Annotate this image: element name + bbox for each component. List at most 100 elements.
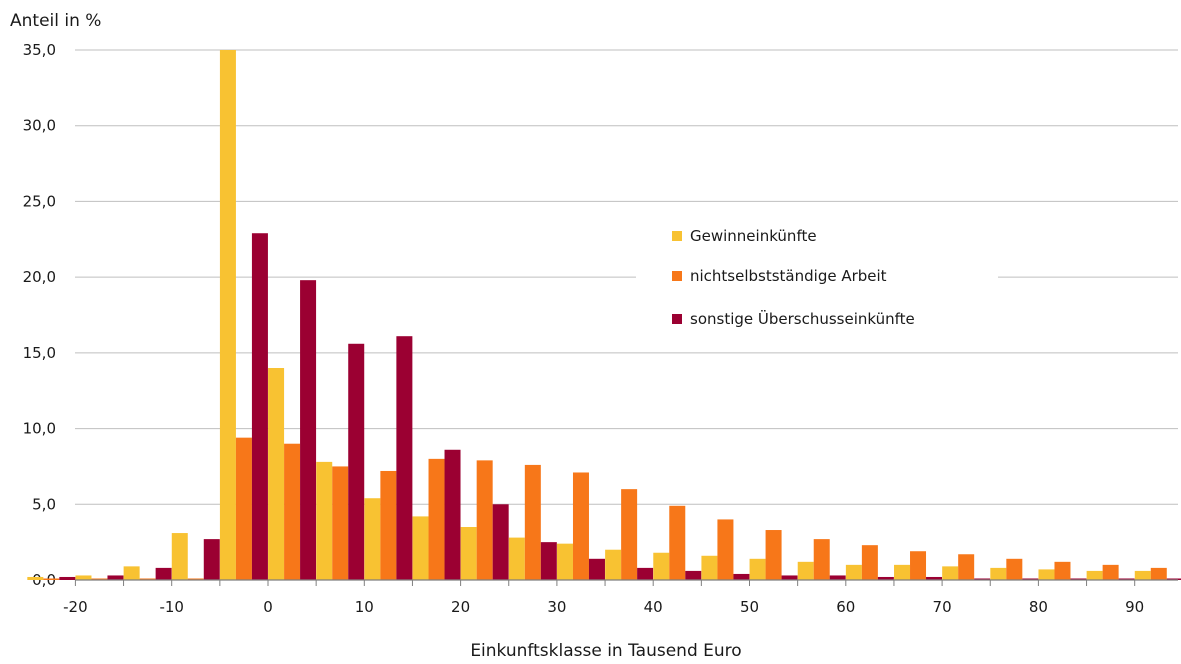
bar (813, 539, 830, 580)
x-tick-label: 40 (644, 598, 663, 616)
bar (669, 505, 686, 580)
bar (797, 561, 814, 580)
bar (396, 336, 413, 580)
x-tick-label: 70 (933, 598, 952, 616)
y-tick-label: 5,0 (32, 495, 56, 513)
x-tick-label: 90 (1125, 598, 1144, 616)
bar (300, 280, 317, 580)
bar (1150, 567, 1167, 580)
bar (139, 578, 156, 580)
bar (59, 576, 76, 580)
bar (829, 575, 846, 580)
bar (235, 437, 252, 580)
bar (942, 566, 959, 580)
legend-label: sonstige Überschusseinkünfte (690, 309, 915, 328)
bar (380, 470, 397, 580)
bar (845, 564, 862, 580)
bars (27, 50, 1181, 580)
bar (877, 576, 894, 580)
bar (894, 564, 911, 580)
y-tick-label: 10,0 (23, 420, 56, 438)
bar (492, 504, 509, 580)
y-axis-ticks: 0,05,010,015,020,025,030,035,0 (23, 41, 56, 589)
bar (107, 575, 124, 580)
bar (1006, 558, 1023, 580)
bar (508, 537, 525, 580)
bar (717, 519, 734, 580)
bar (781, 575, 798, 580)
bar (1086, 570, 1103, 580)
bar (1102, 564, 1119, 580)
bar (219, 50, 236, 580)
bar (43, 578, 60, 580)
legend-swatch (672, 314, 682, 324)
bar (1054, 561, 1071, 580)
legend-label: Gewinneinkünfte (690, 227, 817, 245)
bar (412, 516, 429, 580)
bar (251, 233, 268, 580)
bar (284, 443, 301, 580)
bar (556, 543, 573, 580)
bar (348, 343, 365, 580)
bar (621, 489, 638, 580)
bar (653, 552, 670, 580)
bar (861, 545, 878, 580)
bar (1134, 570, 1151, 580)
bar (1166, 578, 1181, 580)
bar (910, 551, 927, 580)
bar (1038, 569, 1055, 580)
bar (428, 458, 445, 580)
bar (444, 449, 461, 580)
bar (958, 554, 975, 580)
bar (268, 368, 285, 580)
bar (203, 539, 220, 580)
x-tick-label: 10 (355, 598, 374, 616)
y-axis-label: Anteil in % (10, 11, 101, 31)
bar (765, 530, 782, 580)
legend-swatch (672, 271, 682, 281)
x-tick-label: 60 (836, 598, 855, 616)
bar (685, 570, 702, 580)
bar (572, 472, 589, 580)
bar (27, 576, 44, 580)
bar (749, 558, 766, 580)
x-axis: -20 -10 0 10 20 30 40 50 60 70 80 90 (63, 579, 1178, 616)
bar (155, 567, 172, 580)
bar (733, 573, 750, 580)
grid-lines (75, 49, 1178, 505)
y-tick-label: 20,0 (23, 268, 56, 286)
bar (364, 498, 381, 580)
bar (187, 578, 204, 580)
bar (171, 533, 188, 580)
bar (990, 567, 1007, 580)
bar (123, 566, 140, 580)
x-tick-label: -20 (63, 598, 88, 616)
bar (316, 461, 333, 580)
x-axis-label: Einkunftsklasse in Tausend Euro (470, 641, 741, 661)
x-tick-label: 50 (740, 598, 759, 616)
bar (476, 460, 493, 580)
bar (332, 466, 349, 580)
bar (524, 464, 541, 580)
x-tick-label: 20 (451, 598, 470, 616)
legend-swatch (672, 231, 682, 241)
legend: Gewinneinkünfte nichtselbstständige Arbei… (672, 227, 915, 328)
legend-label: nichtselbstständige Arbeit (690, 267, 887, 285)
y-tick-label: 25,0 (23, 192, 56, 210)
bar (91, 578, 108, 580)
x-tick-label: 30 (547, 598, 566, 616)
y-tick-label: 35,0 (23, 41, 56, 59)
bar (637, 567, 654, 580)
bar (588, 558, 605, 580)
bar (1070, 578, 1087, 580)
bar (1022, 578, 1039, 580)
bar (540, 542, 557, 580)
bar (75, 575, 92, 580)
x-tick-label: -10 (159, 598, 184, 616)
y-tick-label: 30,0 (23, 117, 56, 135)
y-tick-label: 15,0 (23, 344, 56, 362)
bar (701, 555, 718, 580)
bar (460, 527, 477, 580)
x-tick-label: 80 (1029, 598, 1048, 616)
